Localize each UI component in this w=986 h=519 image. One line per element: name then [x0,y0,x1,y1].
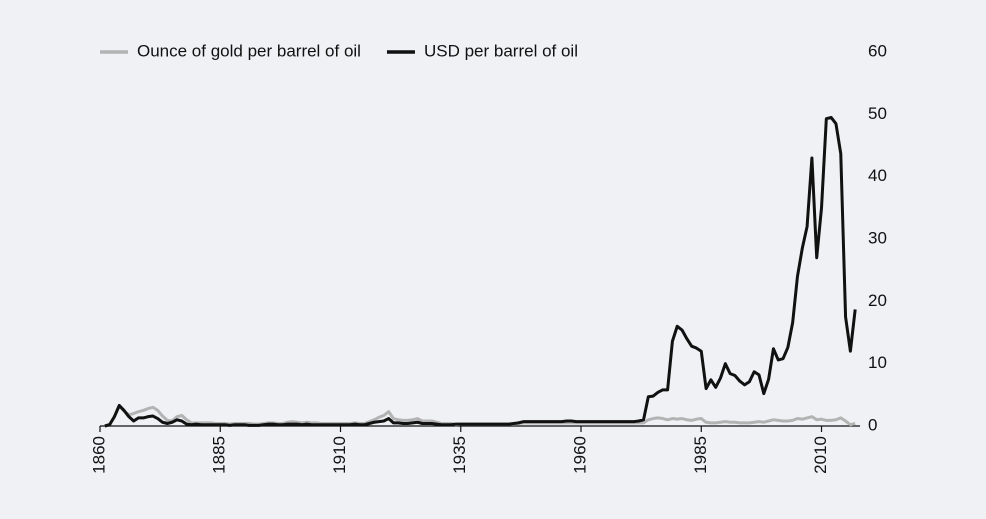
x-tick-label: 1985 [691,436,710,474]
y-tick-label: 30 [868,228,887,247]
y-tick-label: 60 [868,41,887,60]
y-tick-label: 40 [868,166,887,185]
legend-label: USD per barrel of oil [424,41,578,60]
legend-label: Ounce of gold per barrel of oil [137,41,361,60]
y-tick-label: 50 [868,104,887,123]
x-tick-label: 1885 [210,436,229,474]
y-tick-label: 20 [868,291,887,310]
line-series [104,115,857,428]
y-tick-label: 10 [868,353,887,372]
x-tick-label: 1910 [330,436,349,474]
x-tick-label: 1935 [450,436,469,474]
y-tick-label: 0 [868,415,877,434]
x-tick-label: 1960 [570,436,589,474]
x-tick-label: 1860 [89,436,108,474]
x-tick-label: 2010 [811,436,830,474]
